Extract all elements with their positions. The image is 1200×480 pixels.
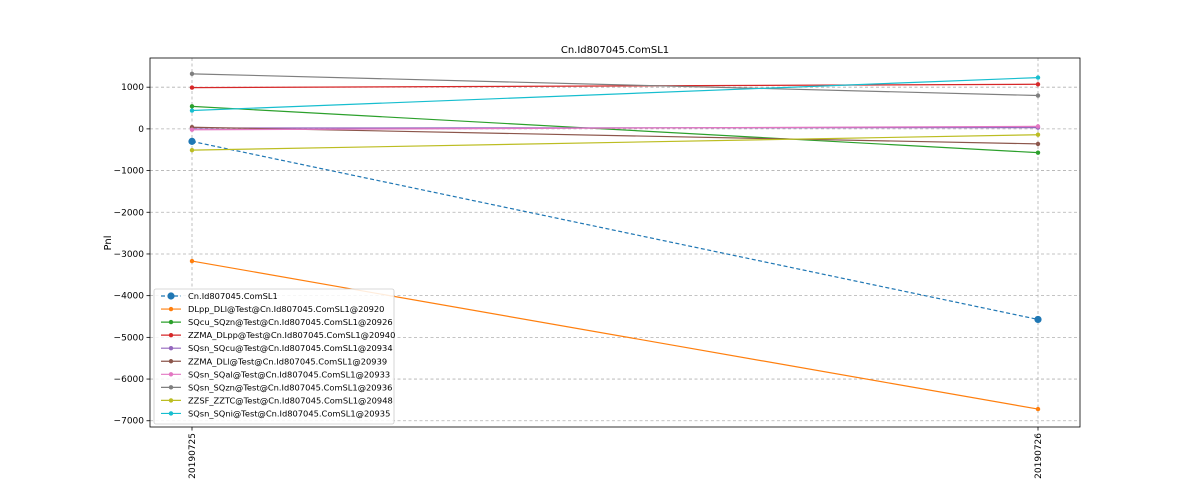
- legend-swatch-marker: [168, 411, 174, 416]
- legend-swatch-marker: [168, 385, 174, 390]
- series-line: [191, 140, 1039, 321]
- data-point: [1035, 132, 1041, 137]
- data-point: [189, 85, 195, 90]
- data-point: [188, 137, 196, 145]
- y-tick-label: −5000: [114, 333, 145, 343]
- series-line: [191, 76, 1039, 112]
- data-point: [1035, 150, 1041, 155]
- data-point: [189, 104, 195, 109]
- y-tick-label: −6000: [114, 375, 145, 385]
- series-line: [191, 83, 1039, 89]
- legend-swatch-marker: [168, 346, 174, 351]
- legend-swatch-marker: [168, 398, 174, 403]
- series: [189, 104, 1041, 155]
- y-tick-label: −4000: [114, 292, 145, 302]
- legend-entry-label: ZZMA_DLl@Test@Cn.Id807045.ComSL1@20939: [188, 356, 387, 366]
- data-point: [1035, 82, 1041, 87]
- legend-entry-label: Cn.Id807045.ComSL1: [188, 291, 278, 301]
- series: [189, 75, 1041, 113]
- series: [189, 71, 1041, 98]
- data-point: [189, 258, 195, 264]
- legend-entry-label: SQsn_SQal@Test@Cn.Id807045.ComSL1@20933: [188, 369, 390, 379]
- chart-title: Cn.Id807045.ComSL1: [561, 45, 669, 56]
- data-point: [1035, 124, 1041, 129]
- series: [188, 137, 1042, 324]
- series-line: [191, 125, 1039, 131]
- y-tick-label: 0: [138, 125, 144, 135]
- y-axis-ticks: 1000 0 −1000 −2000 −3000 −4000 −5000 −6000 −7000: [114, 83, 150, 427]
- y-tick-label: −7000: [114, 417, 145, 427]
- legend-swatch-marker: [168, 319, 174, 325]
- series: [189, 124, 1041, 132]
- series-line: [191, 260, 1039, 410]
- data-point: [1035, 75, 1041, 80]
- series-line: [191, 134, 1039, 151]
- legend-entry-label: SQsn_SQzn@Test@Cn.Id807045.ComSL1@20936: [188, 382, 392, 392]
- x-tick-label: 20190725: [188, 433, 198, 479]
- legend-entry-label: SQcu_SQzn@Test@Cn.Id807045.ComSL1@20926: [188, 317, 393, 327]
- legend-entry-label: SQsn_SQni@Test@Cn.Id807045.ComSL1@20935: [188, 408, 390, 418]
- y-tick-label: −1000: [114, 167, 145, 177]
- data-point: [1034, 315, 1042, 324]
- legend-swatch-marker: [168, 359, 174, 364]
- series: [189, 132, 1041, 153]
- legend-entry-label: ZZSF_ZZTC@Test@Cn.Id807045.ComSL1@20948: [188, 395, 393, 405]
- data-point: [189, 127, 195, 132]
- data-point: [189, 147, 195, 153]
- legend-swatch-marker: [167, 292, 175, 300]
- y-tick-label: −3000: [114, 250, 145, 260]
- y-tick-label: 1000: [121, 83, 144, 93]
- series-line: [191, 73, 1039, 97]
- data-point: [1035, 406, 1041, 412]
- legend-frame: [153, 288, 395, 425]
- legend-swatch-marker: [168, 332, 174, 338]
- plot-area-frame: [149, 57, 1081, 428]
- legend-entry-label: DLpp_DLl@Test@Cn.Id807045.ComSL1@20920: [188, 304, 384, 314]
- series: [189, 258, 1041, 412]
- data-point: [189, 71, 195, 77]
- data-point: [1035, 93, 1041, 98]
- data-point: [189, 108, 195, 113]
- x-axis-ticks: 20190725 20190726: [188, 427, 1044, 479]
- legend-swatch-marker: [168, 372, 174, 377]
- legend-entry-label: ZZMA_DLpp@Test@Cn.Id807045.ComSL1@20940: [188, 330, 395, 340]
- series-layer: [188, 71, 1042, 412]
- legend-swatch-marker: [168, 306, 174, 312]
- legend: Cn.Id807045.ComSL1 DLpp_DLl@Test@Cn.Id807…: [153, 288, 395, 425]
- x-tick-label: 20190726: [1034, 433, 1044, 479]
- series-line: [191, 126, 1039, 145]
- legend-entry-label: SQsn_SQcu@Test@Cn.Id807045.ComSL1@20934: [188, 343, 393, 353]
- data-point: [1035, 141, 1041, 147]
- series: [189, 82, 1041, 90]
- series-line: [191, 105, 1039, 154]
- y-axis-label: Pnl: [103, 236, 114, 251]
- y-tick-label: −2000: [114, 208, 145, 218]
